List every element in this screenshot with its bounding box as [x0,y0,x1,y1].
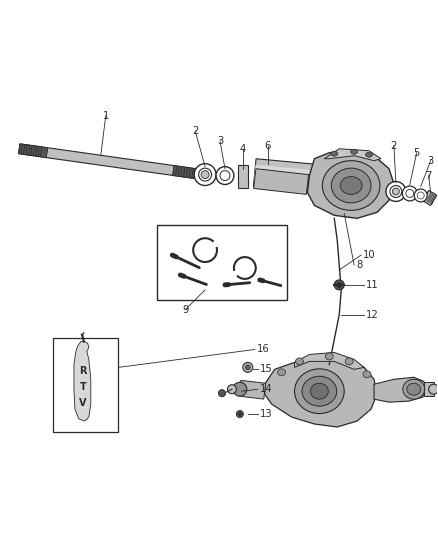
Text: 11: 11 [366,280,379,290]
Ellipse shape [417,192,424,199]
Ellipse shape [331,168,371,203]
Polygon shape [18,144,48,158]
Ellipse shape [219,390,226,397]
Polygon shape [239,381,266,399]
Ellipse shape [296,358,304,365]
Bar [53,337,118,432]
Polygon shape [423,190,437,206]
Text: 9: 9 [182,305,188,314]
Polygon shape [254,165,320,187]
Bar [157,225,286,300]
Text: 13: 13 [260,409,272,419]
Ellipse shape [245,365,250,370]
Text: 3: 3 [217,136,223,146]
Ellipse shape [351,149,357,154]
Text: 1: 1 [102,111,109,121]
Ellipse shape [390,185,402,197]
Ellipse shape [278,369,286,376]
Text: 15: 15 [260,365,272,374]
Text: 10: 10 [363,250,376,260]
Ellipse shape [325,353,333,360]
Polygon shape [18,144,196,179]
Ellipse shape [366,152,373,157]
Text: 8: 8 [356,260,362,270]
Ellipse shape [414,189,427,202]
Polygon shape [427,193,435,204]
Ellipse shape [220,171,230,181]
Text: 12: 12 [366,310,379,320]
Ellipse shape [294,369,344,414]
Text: 6: 6 [265,141,271,151]
Polygon shape [425,192,435,204]
Ellipse shape [233,382,247,396]
Text: 2: 2 [192,126,198,136]
Bar [238,165,248,189]
Ellipse shape [334,280,344,290]
Text: 16: 16 [257,344,269,354]
Ellipse shape [337,282,342,287]
Ellipse shape [340,176,362,195]
Text: 3: 3 [427,156,434,166]
Ellipse shape [407,383,421,395]
Text: 14: 14 [260,384,272,394]
Ellipse shape [429,384,438,394]
Polygon shape [294,352,364,369]
Polygon shape [173,166,196,179]
Polygon shape [74,342,91,421]
Ellipse shape [237,410,244,417]
Ellipse shape [386,182,406,201]
Polygon shape [254,168,308,195]
Ellipse shape [238,413,241,416]
Ellipse shape [345,358,353,365]
Polygon shape [374,377,427,402]
Polygon shape [307,151,394,219]
Text: R: R [79,366,87,376]
Polygon shape [425,193,435,202]
Ellipse shape [322,160,380,211]
Polygon shape [265,359,377,427]
Ellipse shape [216,167,234,184]
Text: V: V [79,398,87,408]
Text: 2: 2 [391,141,397,151]
Ellipse shape [311,383,328,399]
Ellipse shape [243,362,253,373]
Text: T: T [79,382,86,392]
Ellipse shape [198,168,212,181]
Ellipse shape [331,151,338,156]
Ellipse shape [406,190,414,197]
Ellipse shape [403,186,417,201]
Ellipse shape [403,379,425,399]
Ellipse shape [392,188,399,195]
Text: 7: 7 [425,171,432,181]
Text: 5: 5 [413,148,420,158]
Polygon shape [254,159,321,192]
Ellipse shape [227,385,237,394]
Ellipse shape [201,171,209,179]
Ellipse shape [363,371,371,378]
Ellipse shape [302,376,337,406]
Text: 4: 4 [240,144,246,154]
Polygon shape [424,382,434,396]
Ellipse shape [194,164,216,185]
Polygon shape [324,149,381,160]
